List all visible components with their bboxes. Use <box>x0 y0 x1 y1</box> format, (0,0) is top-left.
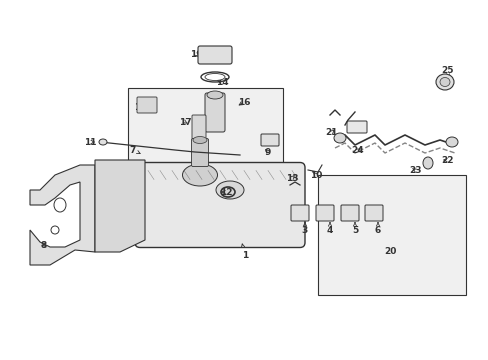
Text: 10: 10 <box>309 171 322 180</box>
Bar <box>317 175 465 295</box>
FancyBboxPatch shape <box>204 93 224 132</box>
Text: 5: 5 <box>351 222 357 234</box>
Polygon shape <box>95 160 145 252</box>
Text: 13: 13 <box>285 174 298 183</box>
Ellipse shape <box>216 181 244 199</box>
FancyBboxPatch shape <box>198 46 231 64</box>
Text: 9: 9 <box>264 148 271 157</box>
Text: 24: 24 <box>351 145 364 154</box>
FancyBboxPatch shape <box>340 205 358 221</box>
Ellipse shape <box>193 136 206 144</box>
FancyBboxPatch shape <box>290 205 308 221</box>
Ellipse shape <box>182 164 217 186</box>
FancyBboxPatch shape <box>137 97 157 113</box>
Text: 23: 23 <box>408 166 420 175</box>
FancyBboxPatch shape <box>135 162 305 248</box>
Text: 16: 16 <box>237 98 250 107</box>
Ellipse shape <box>333 133 346 143</box>
FancyBboxPatch shape <box>346 121 366 133</box>
Text: 14: 14 <box>215 77 228 86</box>
Text: 15: 15 <box>134 103 146 112</box>
Text: 11: 11 <box>83 138 96 147</box>
Polygon shape <box>30 165 95 265</box>
Text: 3: 3 <box>301 222 307 234</box>
FancyBboxPatch shape <box>191 139 208 166</box>
FancyBboxPatch shape <box>364 205 382 221</box>
Text: 6: 6 <box>374 222 380 234</box>
Text: 21: 21 <box>325 127 338 136</box>
Text: 18: 18 <box>193 150 206 159</box>
Text: 19: 19 <box>189 50 202 59</box>
Ellipse shape <box>439 77 449 86</box>
Text: 12: 12 <box>219 188 232 197</box>
Ellipse shape <box>435 74 453 90</box>
Ellipse shape <box>204 73 224 81</box>
Text: 8: 8 <box>41 240 47 249</box>
Ellipse shape <box>51 226 59 234</box>
Ellipse shape <box>206 91 223 99</box>
Text: 25: 25 <box>441 66 453 77</box>
Text: 2: 2 <box>352 123 363 132</box>
Ellipse shape <box>445 137 457 147</box>
Text: 22: 22 <box>441 156 453 165</box>
Text: 1: 1 <box>241 244 247 260</box>
Ellipse shape <box>54 198 66 212</box>
Text: 20: 20 <box>383 248 395 256</box>
Ellipse shape <box>99 139 107 145</box>
FancyBboxPatch shape <box>261 134 279 146</box>
FancyBboxPatch shape <box>192 115 205 139</box>
Text: 17: 17 <box>178 117 191 126</box>
FancyBboxPatch shape <box>315 205 333 221</box>
Text: 7: 7 <box>129 145 140 154</box>
Bar <box>128 88 283 203</box>
Text: 4: 4 <box>326 222 332 234</box>
Ellipse shape <box>422 157 432 169</box>
